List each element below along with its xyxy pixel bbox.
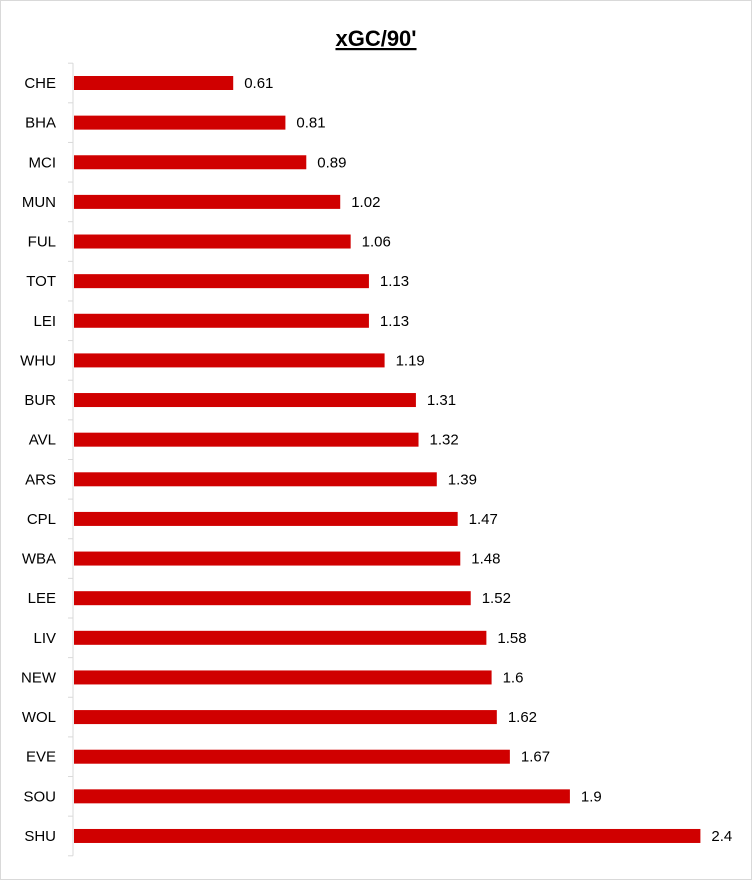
bar-lee [74,591,471,606]
data-label: 1.47 [469,511,498,528]
chart-title: xGC/90' [335,26,416,51]
bar-ful [74,234,351,249]
bar-ars [74,472,437,487]
category-label: EVE [26,749,56,766]
category-label: FUL [28,234,56,251]
data-label: 1.67 [521,749,550,766]
data-label: 0.81 [296,115,325,132]
data-label: 1.39 [448,471,477,488]
data-label: 1.13 [380,273,409,290]
data-label: 1.62 [508,709,537,726]
category-label: WOL [22,709,56,726]
data-label: 1.48 [471,551,500,568]
category-label: ARS [25,471,56,488]
data-label: 2.4 [711,828,732,845]
bar-cpl [74,511,458,526]
category-label: BHA [25,115,56,132]
bar-new [74,670,492,685]
data-label: 1.02 [351,194,380,211]
bar-che [74,76,234,90]
bars: 0.61 0.81 0.89 1.02 1.06 1.13 1.13 1.19 1.31 1.32… [74,75,732,845]
category-label: LEE [28,590,56,607]
data-label: 0.89 [317,154,346,171]
bar-wba [74,551,461,566]
data-label: 0.61 [244,75,273,92]
category-label: MCI [29,154,57,171]
bar-lei [74,313,369,328]
bar-bha [74,115,286,130]
category-label: CPL [27,511,56,528]
bar-whu [74,353,385,368]
category-label: MUN [22,194,56,211]
category-label: LIV [33,630,56,647]
bar-sou [74,789,570,804]
bar-mun [74,194,341,209]
data-label: 1.6 [503,669,524,686]
bar-wol [74,710,497,725]
category-label: AVL [29,432,56,449]
data-label: 1.32 [430,432,459,449]
data-label: 1.52 [482,590,511,607]
bar-tot [74,274,369,289]
bar-mci [74,155,307,170]
data-label: 1.13 [380,313,409,330]
category-label: TOT [26,273,56,290]
bar-eve [74,749,510,764]
data-label: 1.31 [427,392,456,409]
category-label: BUR [24,392,56,409]
category-label: CHE [24,75,56,92]
data-label: 1.9 [581,788,602,805]
category-label: NEW [21,669,57,686]
category-label: WBA [22,551,56,568]
category-label: SOU [23,788,56,805]
category-label: WHU [20,352,56,369]
bar-bur [74,393,416,408]
data-label: 1.58 [497,630,526,647]
bar-avl [74,432,419,447]
category-label: SHU [24,828,56,845]
bar-shu [74,828,701,843]
data-label: 1.06 [362,234,391,251]
data-label: 1.19 [396,352,425,369]
category-label: LEI [33,313,56,330]
bar-liv [74,630,487,645]
y-axis: CHE BHA MCI MUN FUL TOT LEI WHU BUR AVL ARS CPL WBA L… [20,62,74,857]
